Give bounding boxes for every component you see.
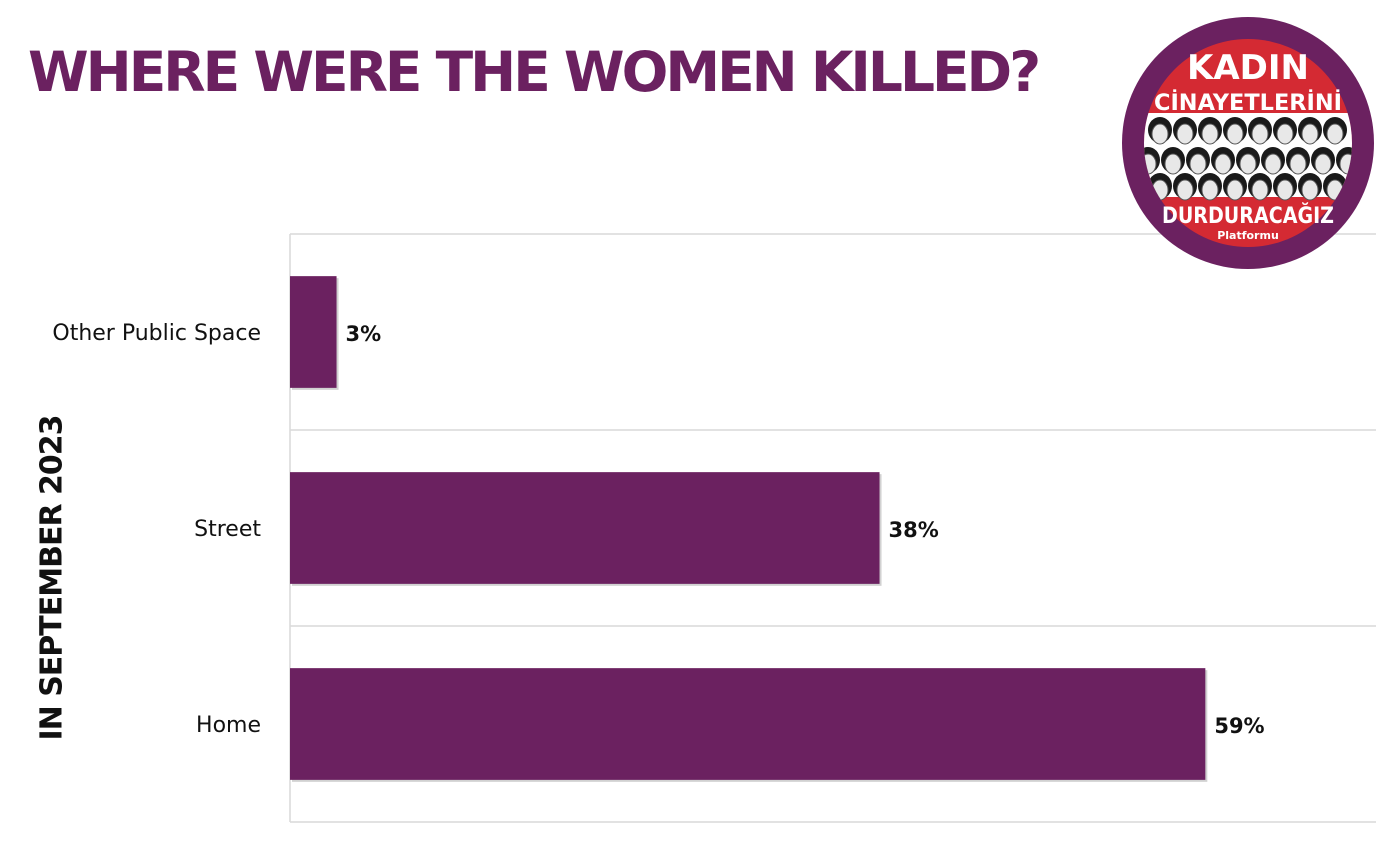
chart-bars xyxy=(290,276,1208,782)
logo-text-cinayetlerini: CİNAYETLERİNİ xyxy=(1154,90,1342,116)
data-label: 3% xyxy=(346,322,382,346)
data-label: 38% xyxy=(889,518,939,542)
portrait-face xyxy=(1226,179,1244,201)
logo-portraits-icon xyxy=(1144,117,1352,201)
portrait-face xyxy=(1214,153,1232,175)
portrait-face xyxy=(1301,179,1319,201)
portrait-face xyxy=(1276,123,1294,145)
data-label: 59% xyxy=(1214,714,1264,738)
logo-text-platformu: Platformu xyxy=(1217,229,1279,242)
portrait-face xyxy=(1151,123,1169,145)
portrait-face xyxy=(1326,123,1344,145)
portrait-face xyxy=(1264,153,1282,175)
portrait-face xyxy=(1201,123,1219,145)
portrait-face xyxy=(1251,179,1269,201)
portrait-face xyxy=(1314,153,1332,175)
chart-labels: Other Public Space 3% Street 38% Home 59% xyxy=(52,321,1264,738)
portrait-face xyxy=(1164,153,1182,175)
logo-text-kadin: KADIN xyxy=(1187,48,1309,88)
category-label: Street xyxy=(194,517,261,542)
page-title: WHERE WERE THE WOMEN KILLED? xyxy=(28,40,1041,104)
portrait-face xyxy=(1276,179,1294,201)
portrait-face xyxy=(1251,123,1269,145)
bar xyxy=(290,472,880,584)
bar xyxy=(290,668,1206,780)
category-label: Other Public Space xyxy=(52,321,261,346)
logo-text-durduracagiz: DURDURACAĞIZ xyxy=(1162,203,1334,229)
platform-logo: KADIN CİNAYETLERİNİ DURDURACAĞIZ Platfor… xyxy=(1122,17,1374,269)
portrait-face xyxy=(1189,153,1207,175)
portrait-face xyxy=(1176,179,1194,201)
bar xyxy=(290,276,337,388)
portrait-face xyxy=(1201,179,1219,201)
category-label: Home xyxy=(196,713,261,738)
portrait-face xyxy=(1226,123,1244,145)
portrait-face xyxy=(1239,153,1257,175)
portrait-face xyxy=(1289,153,1307,175)
portrait-face xyxy=(1301,123,1319,145)
portrait-face xyxy=(1176,123,1194,145)
